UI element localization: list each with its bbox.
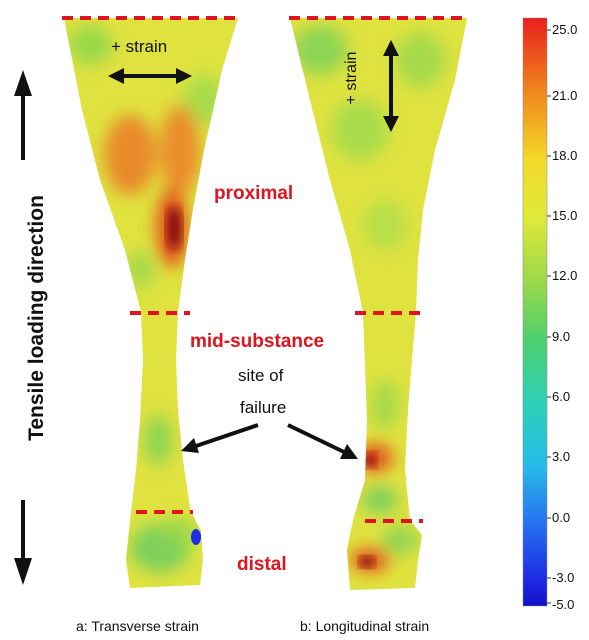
transverse-strain-arrow xyxy=(108,68,192,84)
scale-tick-label: 9.0 xyxy=(552,329,571,344)
transverse-strain-label: + strain xyxy=(111,37,168,56)
region-markers xyxy=(62,16,467,523)
scale-tick-label: 0.0 xyxy=(552,510,571,525)
color-scale-bar xyxy=(522,17,548,607)
proximal-label: proximal xyxy=(214,183,294,204)
scale-tick-label: 21.0 xyxy=(552,88,578,103)
specimen-b-strain-map xyxy=(290,18,467,590)
failure-arrow-left xyxy=(181,423,259,453)
scale-tick-label: 15.0 xyxy=(552,208,578,223)
arrows xyxy=(14,40,399,585)
scale-tick-label: -3.0 xyxy=(552,570,575,585)
distal-label: distal xyxy=(237,554,287,575)
caption-longitudinal: b: Longitudinal strain xyxy=(300,618,430,634)
loading-arrow-down xyxy=(14,500,32,585)
scale-tick-label: 3.0 xyxy=(552,449,571,464)
loading-direction-label: Tensile loading direction xyxy=(25,195,48,441)
color-scale-ticks xyxy=(547,29,551,604)
scale-tick-label: -5.0 xyxy=(552,597,575,612)
longitudinal-strain-label: + strain xyxy=(343,51,360,105)
scale-tick-label: 25.0 xyxy=(552,22,578,37)
longitudinal-strain-arrow xyxy=(383,40,399,132)
failure-arrow-right xyxy=(287,423,358,459)
mid-substance-label: mid-substance xyxy=(190,331,325,352)
scale-tick-label: 18.0 xyxy=(552,148,578,163)
caption-transverse: a: Transverse strain xyxy=(76,618,199,634)
scale-tick-label: 12.0 xyxy=(552,268,578,283)
specimen-a-strain-map xyxy=(64,18,238,588)
scale-tick-label: 6.0 xyxy=(552,389,571,404)
failure-label: failure xyxy=(240,398,287,417)
site-of-label: site of xyxy=(238,366,284,385)
loading-arrow-up xyxy=(14,70,32,160)
